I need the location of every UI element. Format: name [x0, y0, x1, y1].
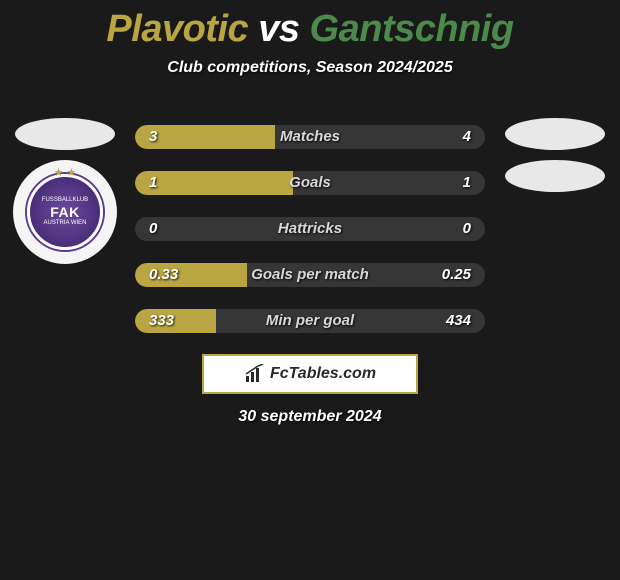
left-team-badge: ★ ★ FUSSBALLKLUB FAK AUSTRIA WIEN — [13, 160, 117, 264]
stat-value-right: 434 — [446, 309, 471, 333]
star-icon: ★ ★ — [54, 166, 77, 179]
stat-value-right: 4 — [463, 125, 471, 149]
stat-row: 0Hattricks0 — [135, 217, 485, 241]
stats-container: 3Matches4 1Goals1 0Hattricks0 0.33Goals per… — [135, 125, 485, 333]
stat-label: Matches — [135, 125, 485, 149]
left-team-column: ★ ★ FUSSBALLKLUB FAK AUSTRIA WIEN — [10, 118, 120, 264]
stat-value-right: 1 — [463, 171, 471, 195]
stat-value-right: 0.25 — [442, 263, 471, 287]
right-team-placeholder — [505, 160, 605, 192]
title-vs: vs — [248, 8, 309, 50]
stat-row: 3Matches4 — [135, 125, 485, 149]
date-text: 30 september 2024 — [0, 408, 620, 426]
left-player-placeholder — [15, 118, 115, 150]
page-title: Plavotic vs Gantschnig — [0, 0, 620, 51]
badge-inner: FUSSBALLKLUB FAK AUSTRIA WIEN — [27, 174, 103, 250]
brand-box[interactable]: FcTables.com — [202, 354, 418, 394]
title-left: Plavotic — [106, 8, 248, 50]
badge-center-text: FAK — [50, 204, 80, 220]
stat-value-right: 0 — [463, 217, 471, 241]
stat-label: Min per goal — [135, 309, 485, 333]
brand-text: FcTables.com — [270, 365, 376, 383]
right-player-placeholder — [505, 118, 605, 150]
chart-icon — [244, 364, 266, 384]
subtitle: Club competitions, Season 2024/2025 — [0, 59, 620, 77]
stat-row: 0.33Goals per match0.25 — [135, 263, 485, 287]
stat-row: 1Goals1 — [135, 171, 485, 195]
title-right: Gantschnig — [310, 8, 514, 50]
stat-row: 333Min per goal434 — [135, 309, 485, 333]
badge-top-text: FUSSBALLKLUB — [42, 197, 88, 204]
right-team-column — [500, 118, 610, 192]
stat-label: Goals — [135, 171, 485, 195]
badge-bottom-text: AUSTRIA WIEN — [43, 220, 86, 227]
stat-label: Hattricks — [135, 217, 485, 241]
stat-label: Goals per match — [135, 263, 485, 287]
